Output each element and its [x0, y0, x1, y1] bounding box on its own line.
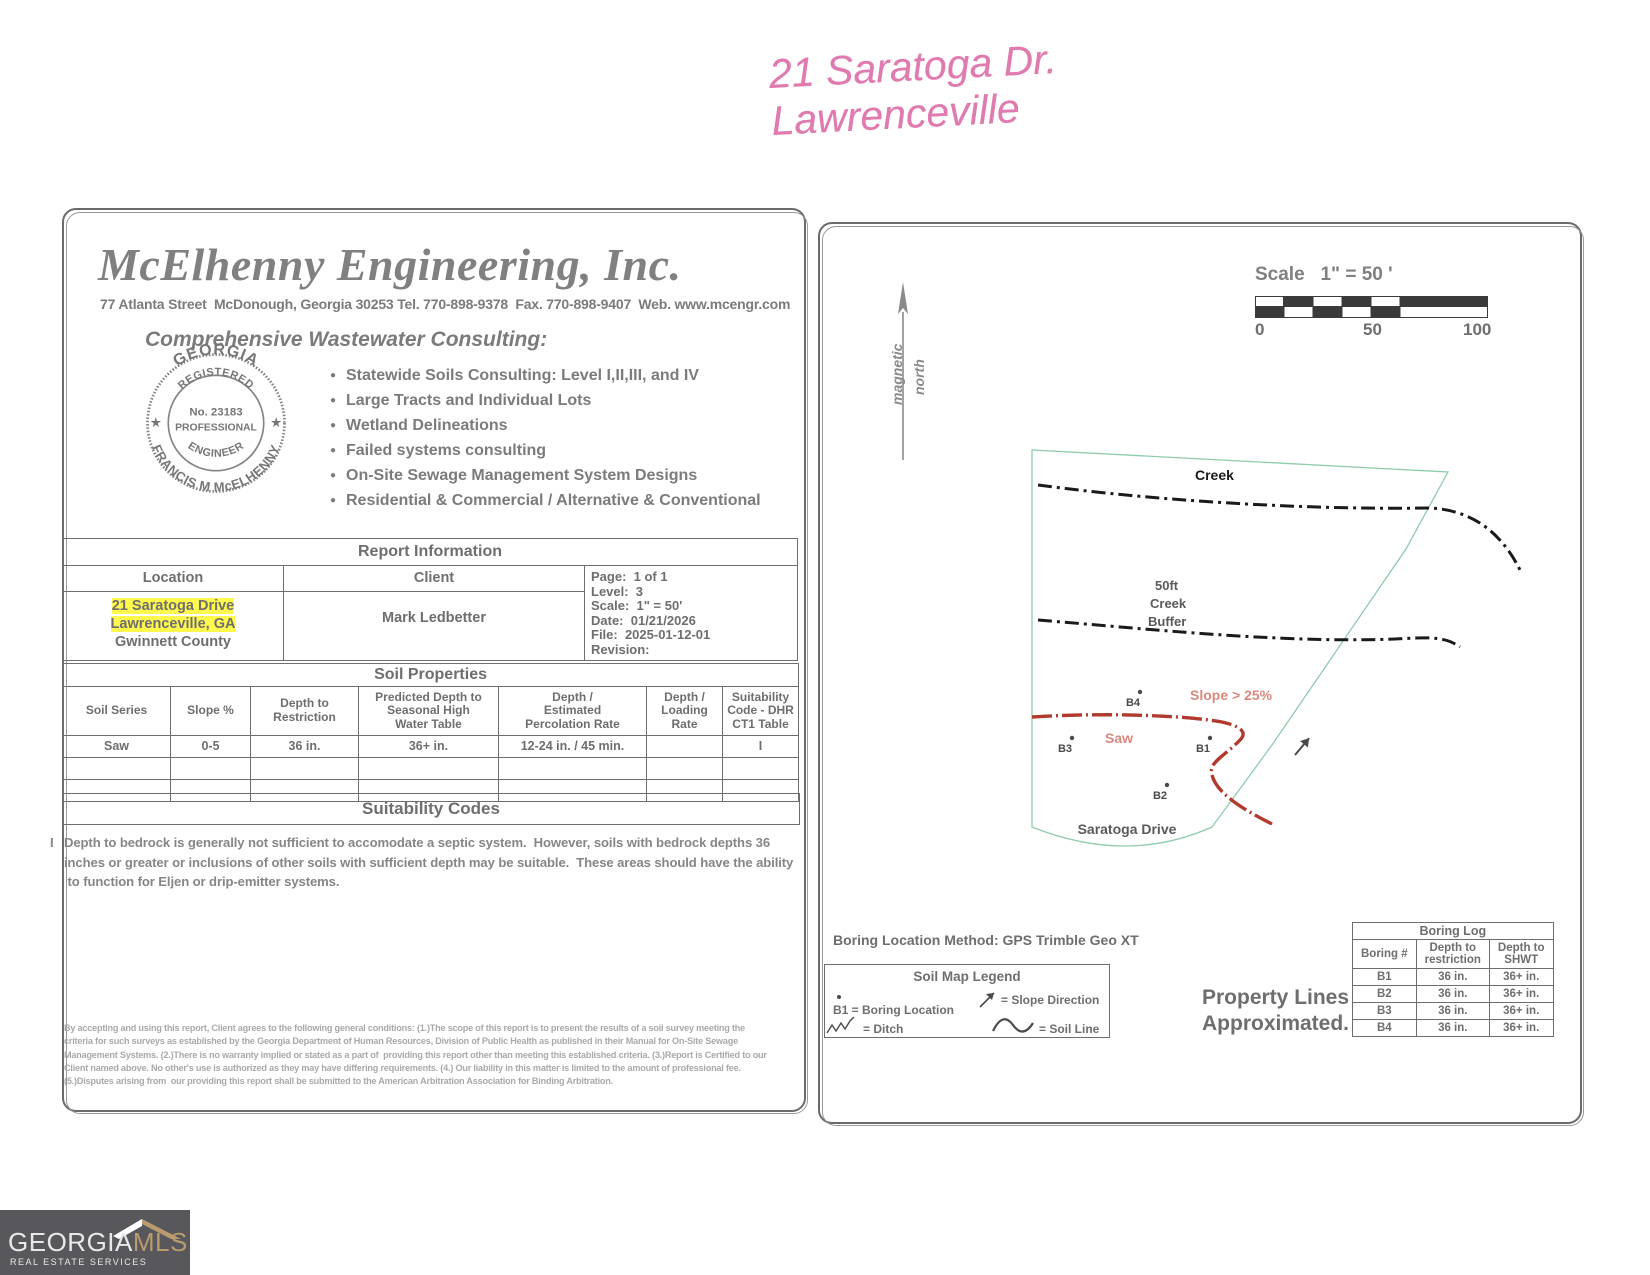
svg-text:ENGINEER: ENGINEER [186, 440, 246, 460]
svg-text:★: ★ [150, 415, 162, 430]
svg-text:Slope > 25%: Slope > 25% [1190, 687, 1273, 703]
svg-text:B4: B4 [1126, 697, 1141, 709]
svg-text:★: ★ [270, 415, 282, 430]
svg-text:= Ditch: = Ditch [863, 1022, 903, 1036]
svg-text:Creek: Creek [1195, 467, 1234, 483]
svg-text:B1: B1 [1196, 743, 1210, 755]
svg-text:PROFESSIONAL: PROFESSIONAL [175, 422, 257, 433]
svg-text:Buffer: Buffer [1148, 614, 1186, 629]
svg-text:= Soil Line: = Soil Line [1039, 1022, 1100, 1036]
svg-text:B1 = Boring Location: B1 = Boring Location [833, 1003, 954, 1017]
svg-text:B3: B3 [1058, 743, 1072, 755]
svg-text:Creek: Creek [1150, 596, 1187, 611]
svg-text:= Slope Direction: = Slope Direction [1001, 993, 1099, 1007]
svg-text:REGISTERED: REGISTERED [176, 366, 256, 392]
svg-text:50ft: 50ft [1155, 578, 1179, 593]
svg-text:Saw: Saw [1105, 730, 1133, 746]
svg-text:B2: B2 [1153, 790, 1167, 802]
svg-text:GEORGIA: GEORGIA [170, 340, 262, 370]
svg-text:Saratoga Drive: Saratoga Drive [1078, 821, 1177, 837]
svg-text:No. 23183: No. 23183 [189, 407, 242, 419]
